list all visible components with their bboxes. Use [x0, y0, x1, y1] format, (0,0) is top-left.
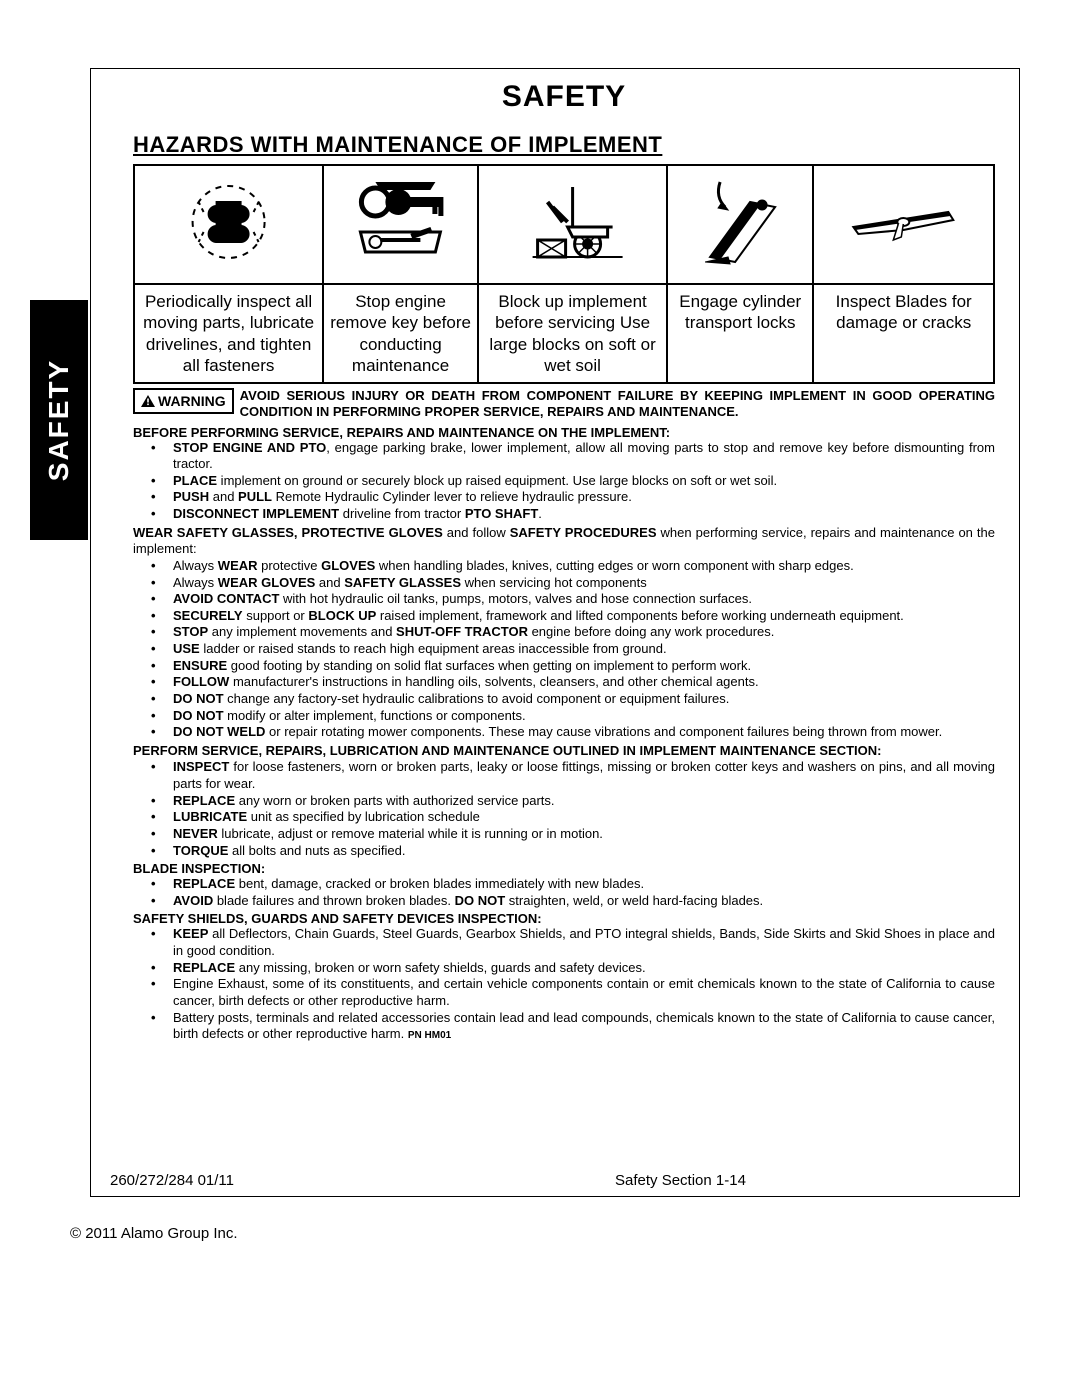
list-wear-safety: Always WEAR protective GLOVES when handl… [133, 558, 995, 741]
hazard-caption: Engage cylinder transport locks [667, 284, 813, 383]
page-content: SAFETY HAZARDS WITH MAINTENANCE OF IMPLE… [108, 60, 1020, 1065]
list-item: LUBRICATE unit as specified by lubricati… [133, 809, 995, 826]
heading-before-service: BEFORE PERFORMING SERVICE, REPAIRS AND M… [133, 425, 995, 440]
hazard-table: Periodically inspect all moving parts, l… [133, 164, 995, 384]
list-item: ENSURE good footing by standing on solid… [133, 658, 995, 675]
hazard-caption: Block up implement before servicing Use … [478, 284, 667, 383]
hazard-caption: Stop engine remove key before conducting… [323, 284, 478, 383]
list-item: AVOID CONTACT with hot hydraulic oil tan… [133, 591, 995, 608]
list-item: FOLLOW manufacturer's instructions in ha… [133, 674, 995, 691]
tab-label: SAFETY [43, 359, 75, 481]
list-item: STOP ENGINE AND PTO, engage parking brak… [133, 440, 995, 473]
page-footer: 260/272/284 01/11 Safety Section 1-14 [110, 1172, 1000, 1189]
warning-badge: WARNING [133, 388, 234, 414]
list-item: DO NOT WELD or repair rotating mower com… [133, 724, 995, 741]
footer-section: Safety Section 1-14 [495, 1172, 1000, 1189]
list-item: Engine Exhaust, some of its constituents… [133, 976, 995, 1009]
footer-doc-id: 260/272/284 01/11 [110, 1172, 495, 1189]
heading-blade-inspection: BLADE INSPECTION: [133, 861, 995, 876]
list-item: REPLACE any missing, broken or worn safe… [133, 960, 995, 977]
list-item: REPLACE any worn or broken parts with au… [133, 793, 995, 810]
hazard-icon-lock [667, 165, 813, 284]
hazard-caption: Periodically inspect all moving parts, l… [134, 284, 323, 383]
hazard-icon-inspect [134, 165, 323, 284]
list-item: INSPECT for loose fasteners, worn or bro… [133, 759, 995, 792]
list-item: KEEP all Deflectors, Chain Guards, Steel… [133, 926, 995, 959]
safety-side-tab: SAFETY [30, 300, 88, 540]
list-item: AVOID blade failures and thrown broken b… [133, 893, 995, 910]
warning-triangle-icon [141, 395, 155, 407]
list-item: USE ladder or raised stands to reach hig… [133, 641, 995, 658]
list-item: DO NOT modify or alter implement, functi… [133, 708, 995, 725]
warning-label: WARNING [158, 393, 226, 409]
list-item: Always WEAR GLOVES and SAFETY GLASSES wh… [133, 575, 995, 592]
list-shields: KEEP all Deflectors, Chain Guards, Steel… [133, 926, 995, 1043]
list-perform-service: INSPECT for loose fasteners, worn or bro… [133, 759, 995, 859]
list-item: SECURELY support or BLOCK UP raised impl… [133, 608, 995, 625]
list-blade-inspection: REPLACE bent, damage, cracked or broken … [133, 876, 995, 909]
list-item: REPLACE bent, damage, cracked or broken … [133, 876, 995, 893]
hazard-icon-block [478, 165, 667, 284]
warning-row: WARNING AVOID SERIOUS INJURY OR DEATH FR… [133, 388, 995, 421]
list-item: DISCONNECT IMPLEMENT driveline from trac… [133, 506, 995, 523]
section-title: HAZARDS WITH MAINTENANCE OF IMPLEMENT [133, 132, 995, 158]
warning-text: AVOID SERIOUS INJURY OR DEATH FROM COMPO… [240, 388, 995, 421]
list-item: Battery posts, terminals and related acc… [133, 1010, 995, 1043]
list-item: PUSH and PULL Remote Hydraulic Cylinder … [133, 489, 995, 506]
page-title: SAFETY [133, 80, 995, 114]
list-item: TORQUE all bolts and nuts as specified. [133, 843, 995, 860]
hazard-icon-blade [813, 165, 994, 284]
list-item: PLACE implement on ground or securely bl… [133, 473, 995, 490]
list-item: Always WEAR protective GLOVES when handl… [133, 558, 995, 575]
heading-perform-service: PERFORM SERVICE, REPAIRS, LUBRICATION AN… [133, 743, 995, 760]
list-item: STOP any implement movements and SHUT-OF… [133, 624, 995, 641]
copyright: © 2011 Alamo Group Inc. [70, 1225, 238, 1242]
list-item: NEVER lubricate, adjust or remove materi… [133, 826, 995, 843]
heading-shields: SAFETY SHIELDS, GUARDS AND SAFETY DEVICE… [133, 911, 995, 926]
list-before-service: STOP ENGINE AND PTO, engage parking brak… [133, 440, 995, 523]
para-wear-safety: WEAR SAFETY GLASSES, PROTECTIVE GLOVES a… [133, 525, 995, 558]
list-item: DO NOT change any factory-set hydraulic … [133, 691, 995, 708]
hazard-icon-key [323, 165, 478, 284]
hazard-caption: Inspect Blades for damage or cracks [813, 284, 994, 383]
